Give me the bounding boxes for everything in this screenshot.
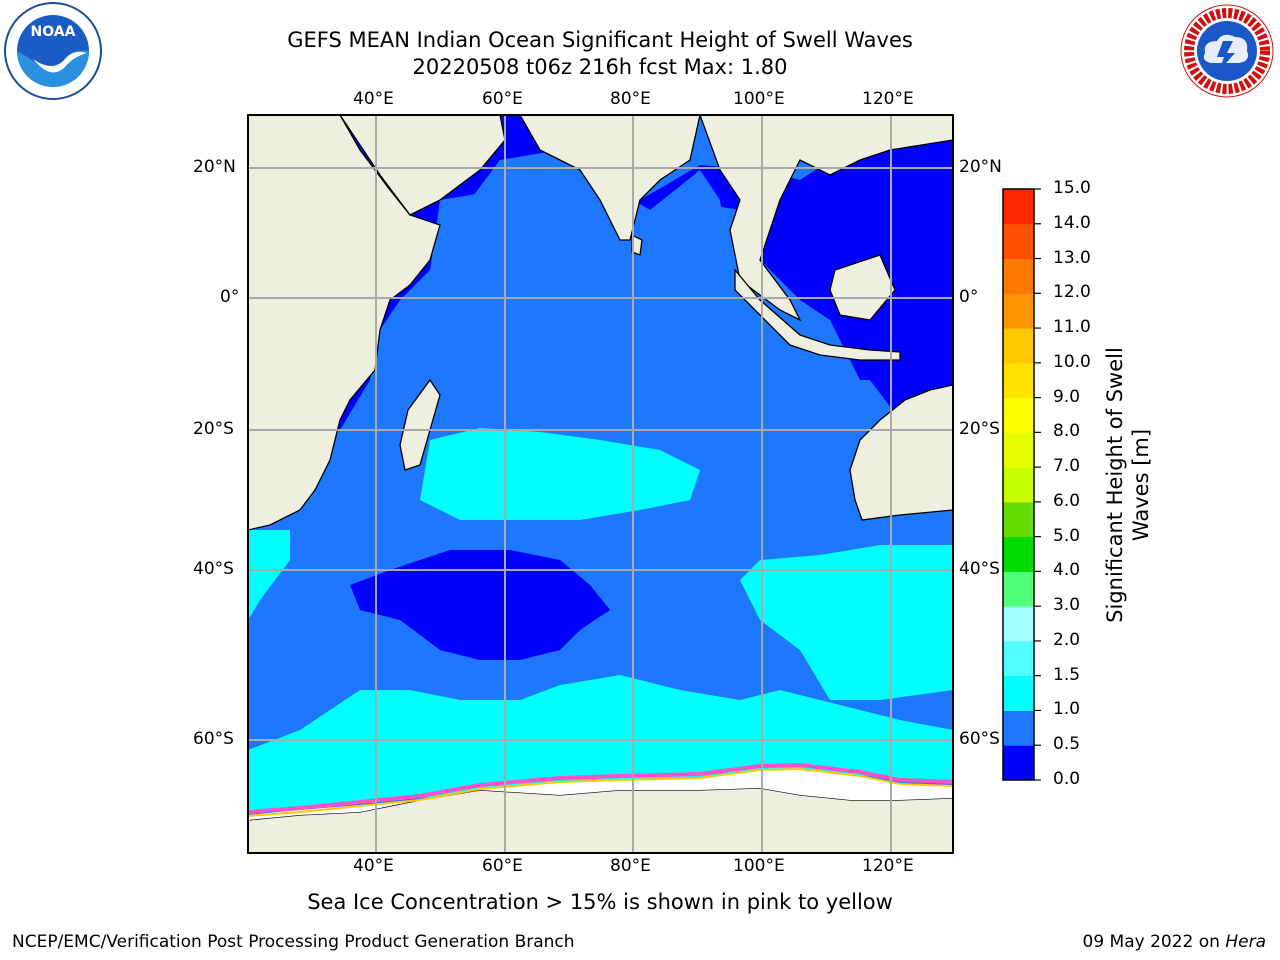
lat-label-right-60s: 60°S bbox=[959, 729, 1000, 749]
colorbar-bin bbox=[1003, 710, 1034, 746]
lon-label-bottom-100e: 100°E bbox=[733, 856, 785, 876]
colorbar-bin bbox=[1003, 745, 1034, 781]
lon-label-top-120e: 120°E bbox=[862, 89, 914, 109]
colorbar-title-line2: Waves [m] bbox=[1129, 428, 1153, 542]
colorbar-tick-label: 5.0 bbox=[1053, 525, 1081, 546]
lon-label-bottom-40e: 40°E bbox=[353, 856, 394, 876]
land-india bbox=[519, 115, 701, 241]
noaa-logo-text: NOAA bbox=[31, 24, 76, 40]
land-africa bbox=[248, 115, 441, 531]
colorbar-bin bbox=[1003, 189, 1034, 225]
colorbar bbox=[1003, 188, 1041, 781]
swell-field-high-east bbox=[740, 545, 953, 700]
footer-date: 09 May 2022 on Hera bbox=[1083, 932, 1267, 952]
colorbar-bin bbox=[1003, 571, 1034, 607]
colorbar-bin bbox=[1003, 675, 1034, 711]
swell-field-low-south bbox=[350, 550, 610, 660]
land-madagascar bbox=[399, 378, 441, 471]
map-title: GEFS MEAN Indian Ocean Significant Heigh… bbox=[287, 28, 913, 52]
colorbar-bin bbox=[1003, 328, 1034, 364]
noaa-logo: NOAA bbox=[4, 2, 102, 100]
colorbar-tick-label: 12.0 bbox=[1053, 282, 1091, 303]
colorbar-tick-label: 7.0 bbox=[1053, 456, 1081, 477]
lon-label-top-40e: 40°E bbox=[353, 89, 394, 109]
colorbar-tick-label: 2.0 bbox=[1053, 629, 1081, 650]
lat-label-left-20n: 20°N bbox=[193, 157, 236, 177]
colorbar-tick-label: 0.0 bbox=[1053, 769, 1081, 789]
colorbar-title-line1: Significant Height of Swell bbox=[1102, 347, 1127, 623]
colorbar-tick-label: 0.5 bbox=[1053, 734, 1081, 755]
map-subtitle: 20220508 t06z 216h fcst Max: 1.80 bbox=[412, 55, 788, 79]
lon-label-top-100e: 100°E bbox=[733, 89, 785, 109]
lat-label-left-60s: 60°S bbox=[193, 729, 234, 749]
lon-label-bottom-120e: 120°E bbox=[862, 856, 914, 876]
land-australia bbox=[849, 384, 953, 521]
land-se-asia bbox=[699, 115, 953, 322]
colorbar-tick-label: 15.0 bbox=[1053, 178, 1091, 198]
graticule bbox=[248, 115, 953, 853]
lon-label-bottom-60e: 60°E bbox=[482, 856, 523, 876]
land-sumatra-java bbox=[734, 268, 901, 361]
colorbar-title: Significant Height of Swell Waves [m] bbox=[1102, 325, 1155, 645]
lat-label-right-0: 0° bbox=[959, 287, 979, 307]
colorbar-bin bbox=[1003, 467, 1034, 503]
lat-label-left-20s: 20°S bbox=[193, 419, 234, 439]
colorbar-bin bbox=[1003, 397, 1034, 433]
lon-label-bottom-80e: 80°E bbox=[610, 856, 651, 876]
sea-ice-caption: Sea Ice Concentration > 15% is shown in … bbox=[307, 890, 893, 914]
swell-field-high-west bbox=[248, 530, 290, 620]
colorbar-tick-label: 13.0 bbox=[1053, 247, 1091, 268]
nws-logo bbox=[1179, 3, 1275, 99]
footer-host: Hera bbox=[1225, 932, 1266, 952]
lat-label-right-20n: 20°N bbox=[959, 157, 1002, 177]
map-frame bbox=[247, 114, 954, 854]
colorbar-bin bbox=[1003, 640, 1034, 677]
colorbar-bin bbox=[1003, 362, 1034, 399]
colorbar-tick-label: 11.0 bbox=[1053, 317, 1091, 338]
colorbar-bin bbox=[1003, 223, 1034, 260]
footer-date-text: 09 May 2022 on bbox=[1082, 932, 1226, 952]
swell-field-high-south bbox=[248, 675, 953, 812]
sea-ice bbox=[248, 768, 953, 820]
colorbar-tick-label: 9.0 bbox=[1053, 386, 1081, 407]
colorbar-bin bbox=[1003, 501, 1034, 538]
colorbar-frame bbox=[1002, 188, 1035, 781]
colorbar-tick-label: 14.0 bbox=[1053, 212, 1091, 233]
colorbar-tick-label: 4.0 bbox=[1053, 560, 1081, 581]
colorbar-bin bbox=[1003, 293, 1034, 329]
colorbar-bin bbox=[1003, 606, 1034, 642]
lat-label-left-40s: 40°S bbox=[193, 559, 234, 579]
map-area bbox=[248, 115, 953, 853]
colorbar-tick-label: 1.0 bbox=[1053, 699, 1081, 720]
colorbar-tick-label: 3.0 bbox=[1053, 595, 1081, 616]
lat-label-right-20s: 20°S bbox=[959, 419, 1000, 439]
lat-label-right-40s: 40°S bbox=[959, 559, 1000, 579]
lon-label-top-80e: 80°E bbox=[610, 89, 651, 109]
land-borneo bbox=[829, 254, 896, 321]
land-arabia bbox=[339, 115, 506, 216]
colorbar-tick-label: 1.5 bbox=[1053, 664, 1081, 685]
colorbar-bin bbox=[1003, 432, 1034, 468]
lon-label-top-60e: 60°E bbox=[482, 89, 523, 109]
lat-label-left-0: 0° bbox=[220, 287, 240, 307]
colorbar-tick-label: 8.0 bbox=[1053, 421, 1081, 442]
colorbar-bin bbox=[1003, 536, 1034, 572]
colorbar-tick-label: 10.0 bbox=[1053, 351, 1091, 372]
colorbar-tick-label: 6.0 bbox=[1053, 490, 1081, 511]
ice-edge bbox=[248, 762, 953, 814]
swell-field-high-mid bbox=[420, 428, 700, 520]
footer-credit: NCEP/EMC/Verification Post Processing Pr… bbox=[12, 932, 575, 952]
ice-edge-yellow bbox=[248, 767, 953, 817]
colorbar-bin bbox=[1003, 258, 1034, 294]
